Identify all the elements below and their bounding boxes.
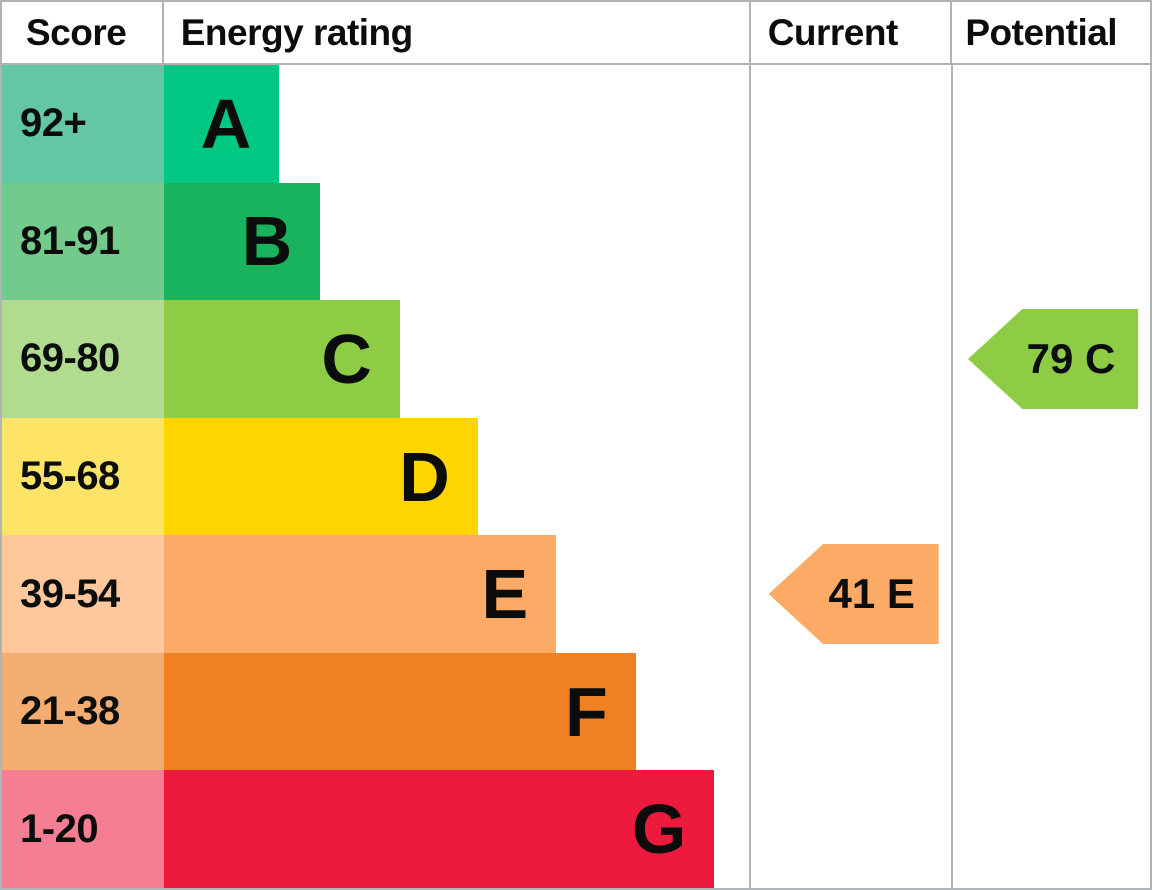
chart-body: 92+ A 81-91 B 69-80 C 55-68 [2, 65, 1150, 889]
rating-bands: 92+ A 81-91 B 69-80 C 55-68 [2, 65, 749, 889]
header-energy-rating: Energy rating [180, 11, 413, 53]
band-row-a: 92+ A [2, 65, 749, 183]
potential-rating-arrow: 79 C [968, 309, 1138, 409]
band-row-g: 1-20 G [2, 770, 749, 889]
band-bar-e: E [164, 535, 557, 653]
current-column: 41 E [749, 65, 950, 888]
score-range-d: 55-68 [2, 417, 164, 536]
band-bar-g: G [164, 770, 715, 889]
band-bar-a: A [164, 65, 280, 183]
band-row-c: 69-80 C [2, 300, 749, 418]
band-bar-b: B [164, 182, 321, 301]
score-range-b: 81-91 [2, 182, 164, 301]
score-range-e: 39-54 [2, 535, 164, 653]
band-row-e: 39-54 E [2, 535, 749, 653]
header-current: Current [748, 2, 951, 63]
score-range-a: 92+ [2, 65, 164, 183]
score-range-c: 69-80 [2, 300, 164, 418]
header-score: Score [2, 2, 164, 63]
header-potential: Potential [950, 2, 1150, 63]
band-bar-f: F [164, 652, 636, 771]
band-row-d: 55-68 D [2, 417, 749, 536]
score-range-g: 1-20 [2, 770, 164, 889]
band-row-f: 21-38 F [2, 652, 749, 771]
band-bar-d: D [164, 417, 478, 536]
chart-header: Score Energy rating Current Potential [2, 2, 1150, 65]
band-bar-c: C [164, 300, 400, 418]
score-range-f: 21-38 [2, 652, 164, 771]
current-rating-arrow: 41 E [768, 544, 939, 644]
band-row-b: 81-91 B [2, 182, 749, 301]
potential-column: 79 C [950, 65, 1150, 888]
